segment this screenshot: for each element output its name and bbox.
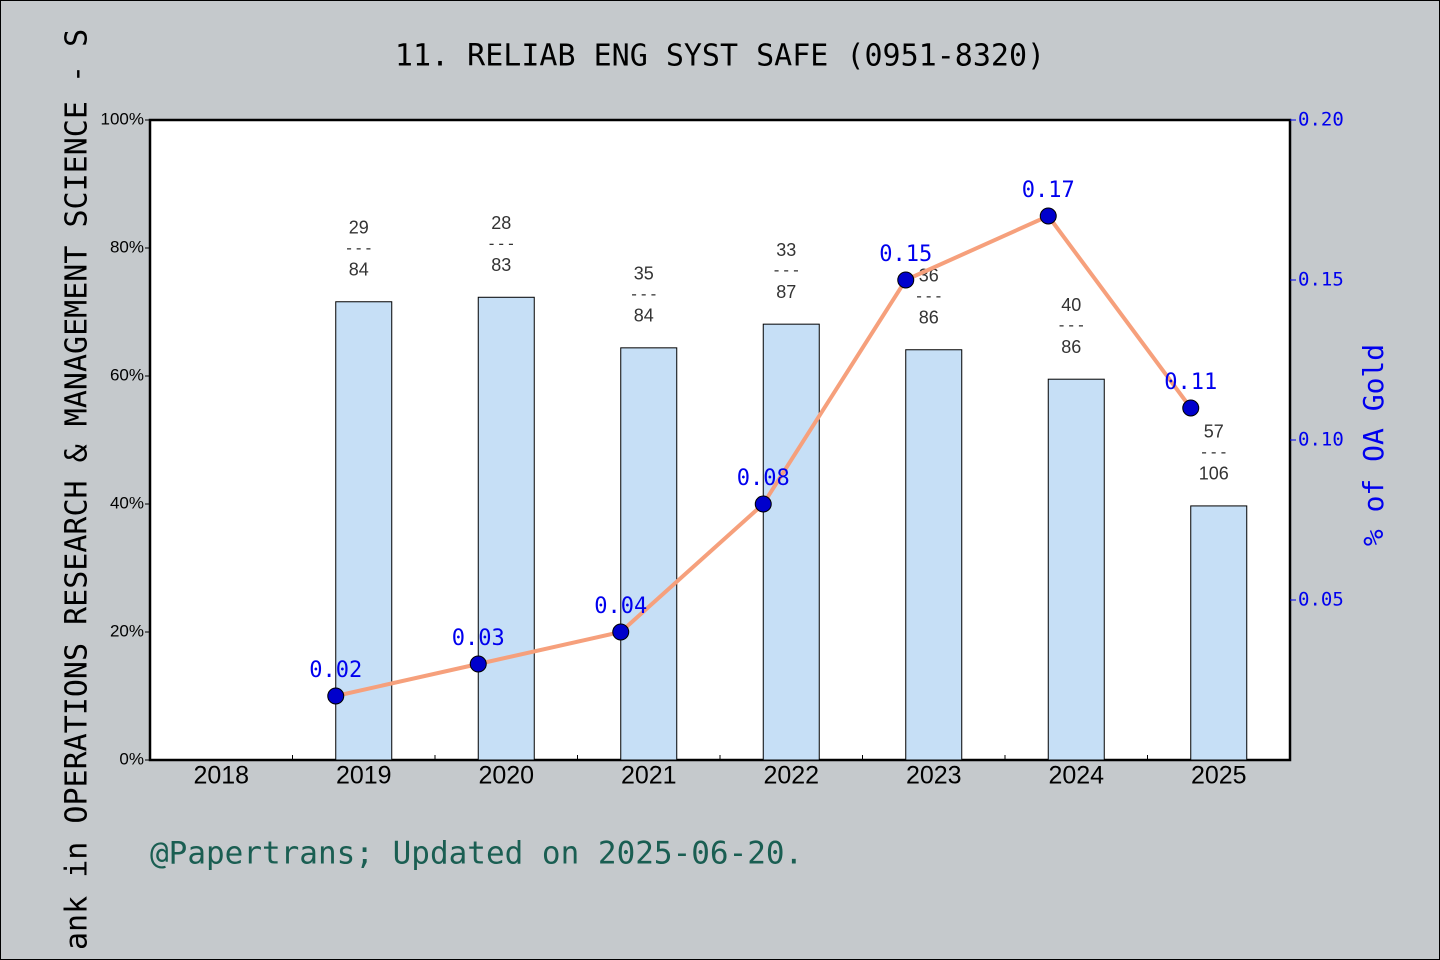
- y2-axis-label: % of OA Gold: [1357, 344, 1390, 546]
- line-point: [469, 655, 487, 673]
- bar-total: 87: [776, 282, 796, 302]
- y2-tick-label: 0.05: [1298, 589, 1344, 611]
- line-point: [754, 495, 772, 513]
- y-tick-label: 60%: [110, 365, 144, 384]
- y2-tick-label: 0.20: [1298, 109, 1344, 131]
- y-tick-label: 100%: [101, 109, 144, 128]
- bar-separator: ---: [487, 234, 516, 253]
- bar-total: 84: [634, 306, 654, 326]
- bar-rank: 28: [491, 213, 511, 233]
- bar-rank: 33: [776, 240, 796, 260]
- bar-separator: ---: [1199, 442, 1228, 461]
- bar-total: 86: [1061, 337, 1081, 357]
- x-tick-label: 2019: [336, 762, 392, 790]
- point-label: 0.15: [879, 242, 932, 267]
- point-label: 0.03: [452, 626, 505, 651]
- bar-total: 84: [349, 260, 369, 280]
- y2-tick-label: 0.15: [1298, 269, 1344, 291]
- y-tick-label: 40%: [110, 493, 144, 512]
- bar-rank: 35: [634, 264, 654, 284]
- bar-separator: ---: [914, 286, 943, 305]
- bar: [620, 347, 678, 761]
- footer: @Papertrans; Updated on 2025-06-20.: [150, 836, 803, 872]
- bar: [1047, 378, 1105, 761]
- bar-separator: ---: [772, 261, 801, 280]
- bar-rank: 57: [1204, 422, 1224, 442]
- x-tick-label: 2018: [193, 762, 249, 790]
- bar-separator: ---: [1057, 316, 1086, 335]
- line-point: [897, 271, 915, 289]
- x-tick-label: 2022: [763, 762, 819, 790]
- bar: [762, 323, 820, 761]
- point-label: 0.02: [309, 658, 362, 683]
- chart-title: 11. RELIAB ENG SYST SAFE (0951-8320): [395, 39, 1045, 74]
- bar-total: 83: [491, 255, 511, 275]
- bar-rank: 29: [349, 218, 369, 238]
- bar-separator: ---: [344, 238, 373, 257]
- point-label: 0.11: [1164, 370, 1217, 395]
- line-point: [612, 623, 630, 641]
- y-axis-label: ank in OPERATIONS RESEARCH & MANAGEMENT …: [60, 29, 95, 950]
- y2-tick-label: 0.10: [1298, 429, 1344, 451]
- bar-total: 86: [919, 308, 939, 328]
- line-point: [1039, 207, 1057, 225]
- bar-separator: ---: [629, 284, 658, 303]
- x-tick-label: 2023: [906, 762, 962, 790]
- line-point: [327, 687, 345, 705]
- x-tick-label: 2020: [478, 762, 534, 790]
- bar-rank: 40: [1061, 295, 1081, 315]
- point-label: 0.17: [1022, 178, 1075, 203]
- bar: [905, 349, 963, 761]
- bar: [1190, 505, 1248, 761]
- y-tick-label: 80%: [110, 237, 144, 256]
- x-tick-label: 2024: [1048, 762, 1104, 790]
- line-point: [1182, 399, 1200, 417]
- bar-total: 106: [1199, 464, 1229, 484]
- x-tick-label: 2025: [1191, 762, 1247, 790]
- point-label: 0.04: [594, 594, 647, 619]
- x-tick-label: 2021: [621, 762, 677, 790]
- point-label: 0.08: [737, 466, 790, 491]
- y-tick-label: 0%: [119, 749, 144, 768]
- bar: [477, 296, 535, 761]
- y-tick-label: 20%: [110, 621, 144, 640]
